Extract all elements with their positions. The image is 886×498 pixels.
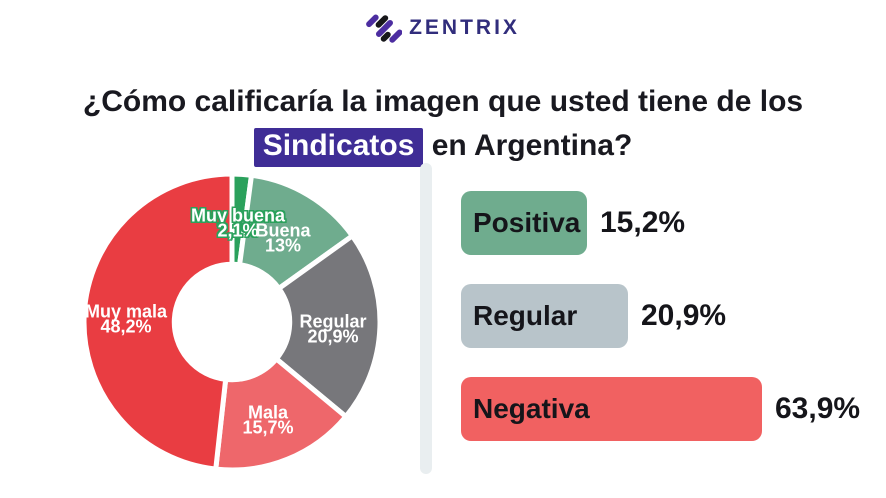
summary-bar-value: 20,9%: [641, 299, 727, 332]
summary-bar-value: 63,9%: [775, 392, 861, 425]
donut-label-value: 20,9%: [307, 326, 359, 346]
donut-label-muy-buena: Muy buena 2,1%: [190, 205, 286, 240]
vertical-divider: [420, 163, 432, 474]
title-highlight: Sindicatos: [253, 128, 424, 168]
brand-name: ZENTRIX: [409, 16, 520, 39]
donut-label-text: Muy mala: [84, 301, 168, 322]
title-line2-rest: en Argentina?: [423, 129, 633, 163]
summary-bar-label: Positiva: [473, 207, 581, 238]
donut-label-text: Regular: [299, 311, 367, 332]
summary-bar-row-negativa: Negativa 63,9%: [461, 377, 860, 441]
summary-bars: Positiva 15,2% Regular 20,9% Negativa 63,9%: [461, 191, 860, 470]
donut-label-text: Mala: [247, 402, 289, 423]
title-line1: ¿Cómo calificaría la imagen que usted ti…: [82, 85, 804, 119]
zentrix-logo-icon: [366, 14, 403, 43]
poll-question-title: ¿Cómo calificaría la imagen que usted ti…: [0, 82, 886, 168]
donut-chart: Muy buena 2,1% Buena 13% Regular 20,9% Mala 15,…: [62, 152, 402, 492]
donut-label-text: Buena: [255, 220, 311, 241]
summary-bar-negativa: Negativa: [461, 377, 762, 441]
donut-label-value: 15,7%: [242, 417, 294, 437]
donut-label-value: 2,1%: [217, 220, 259, 240]
summary-bar-value: 15,2%: [600, 206, 686, 239]
donut-label-value: 13%: [264, 235, 302, 255]
donut-label-buena: Buena 13%: [255, 220, 311, 255]
donut-slice-mala: [213, 356, 349, 473]
donut-label-value: 48,2%: [100, 316, 152, 336]
donut-label-mala: Mala 15,7%: [242, 402, 294, 437]
summary-bar-row-regular: Regular 20,9%: [461, 284, 860, 348]
donut-label-muy-mala: Muy mala 48,2%: [84, 301, 168, 336]
donut-slice-muy-mala: [81, 171, 235, 472]
donut-chart-svg: [81, 171, 383, 473]
summary-bar-regular: Regular: [461, 284, 628, 348]
summary-bar-row-positiva: Positiva 15,2%: [461, 191, 860, 255]
donut-label-text: Muy buena: [190, 205, 286, 226]
donut-slice-regular: [273, 233, 383, 420]
summary-bar-label: Regular: [473, 300, 578, 331]
summary-bar-positiva: Positiva: [461, 191, 587, 255]
title-line2: Sindicatos en Argentina?: [0, 126, 886, 168]
summary-bar-label: Negativa: [473, 393, 590, 424]
donut-label-regular: Regular 20,9%: [299, 311, 367, 346]
brand-logo: ZENTRIX: [0, 9, 886, 47]
